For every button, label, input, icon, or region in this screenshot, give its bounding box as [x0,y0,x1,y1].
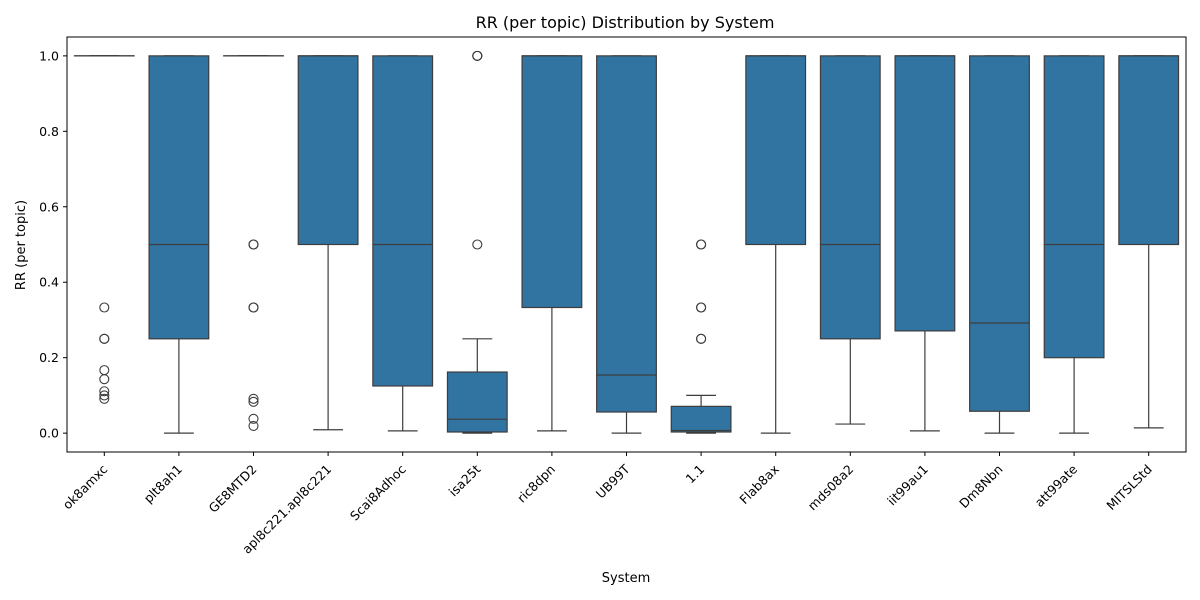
outlier-point [99,386,110,397]
box [894,55,956,332]
outlier-point [99,374,110,385]
outlier-point [99,333,110,344]
box [969,55,1030,412]
box [745,55,807,246]
outlier-point [472,50,483,61]
box [819,55,881,340]
box [1043,55,1105,359]
y-tick-label: 0.6 [39,199,59,214]
y-tick-label: 1.0 [39,48,59,63]
outlier-point [248,396,259,407]
box [148,55,210,340]
outlier-point [99,390,110,401]
outlier-point [248,413,259,424]
plot-frame [66,36,1187,453]
outlier-point [696,333,707,344]
y-tick-label: 0.8 [39,124,59,139]
box [521,55,583,309]
outlier-point [248,302,259,313]
outlier-point [696,239,707,250]
x-axis-label: System [602,571,650,586]
outlier-point [696,302,707,313]
y-tick-label: 0.0 [39,426,59,441]
box [297,55,359,246]
box [1118,55,1180,246]
outlier-point [99,393,110,404]
y-tick-label: 0.4 [39,275,59,290]
outlier-point [472,239,483,250]
box [596,55,657,413]
y-axis-label: RR (per topic) [14,200,29,290]
y-tick-label: 0.2 [39,350,59,365]
chart-title: RR (per topic) Distribution by System [476,13,775,32]
outlier-point [248,239,259,250]
outlier-point [99,302,110,313]
box [670,405,732,433]
outlier-point [248,393,259,404]
box [372,55,434,387]
box [446,371,508,433]
outlier-point [248,420,259,432]
